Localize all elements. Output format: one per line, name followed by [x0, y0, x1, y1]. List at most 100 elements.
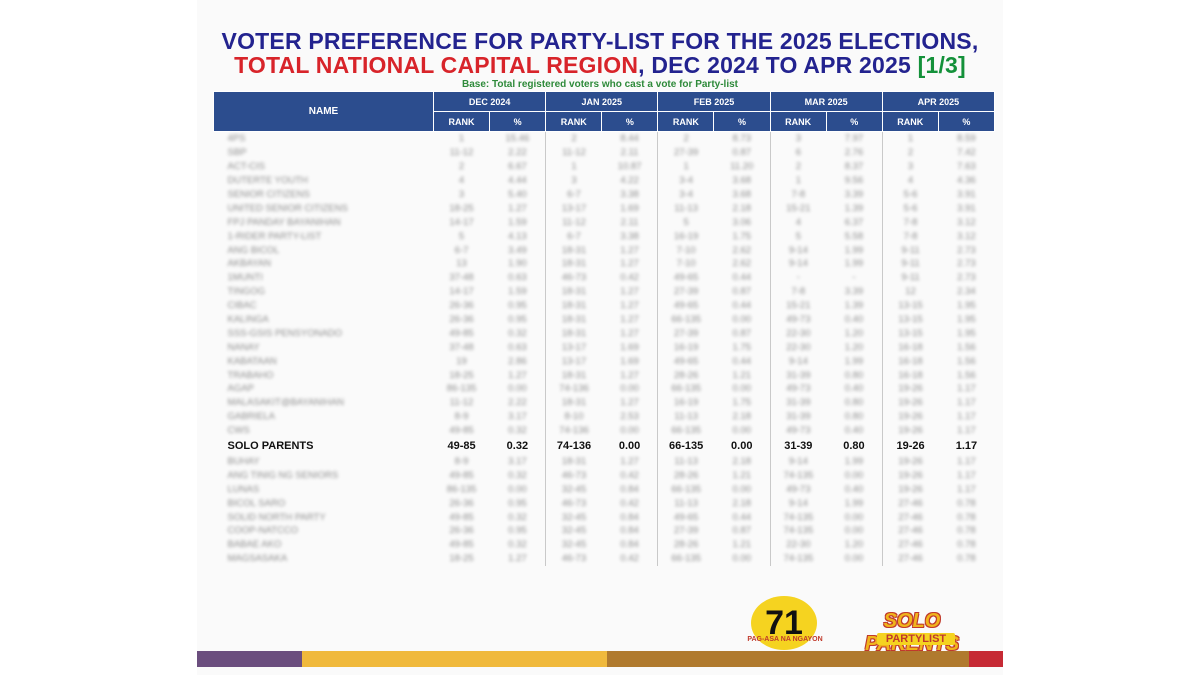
rank-cell: 49-85: [449, 469, 474, 481]
pct-cell: 0.00: [713, 382, 771, 396]
color-band-red: [969, 651, 1003, 667]
pct-cell: 2.18: [713, 201, 771, 216]
party-name-cell: UNITED SENIOR CITIZENS: [227, 202, 348, 214]
rank-cell: 46-73: [561, 272, 587, 284]
rank-cell: 27-46: [898, 497, 923, 509]
table-row: NANAY 37-48 0.63 13-17 1.69 16-19 1.75 22-30 1.2…: [214, 340, 995, 355]
rank-cell: 32-45: [561, 525, 587, 537]
pct-cell: 1.59: [489, 215, 547, 230]
base-note: Base: Total registered voters who cast a…: [461, 79, 738, 90]
party-name-cell: NANAY: [227, 341, 260, 353]
pct-cell: 4.44: [489, 173, 547, 188]
pct-cell: 1.75: [713, 340, 771, 355]
rank-cell: 49-85: [449, 539, 474, 551]
party-name-cell: DUTERTE YOUTH: [227, 175, 308, 187]
party-name-cell: COOP-NATCCO: [227, 525, 299, 537]
pct-header: %: [825, 111, 883, 132]
table-row: BUHAY 8-9 3.17 18-31 1.27 11-13 2.18 9-14 1.99 19…: [214, 454, 995, 469]
rank-cell: 9-11: [901, 272, 920, 284]
pct-cell: 1.27: [489, 551, 547, 566]
rank-cell: 49-85: [449, 327, 474, 339]
table-row: BICOL SARO 26-36 0.95 46-73 0.42 11-13 2.18 9-1…: [214, 496, 995, 511]
rank-cell: 7-8: [903, 230, 918, 242]
rank-cell: 32-45: [561, 539, 587, 551]
rank-cell: 31-39: [786, 411, 811, 423]
rank-cell: 27-46: [898, 511, 923, 523]
pct-cell: 3.91: [957, 189, 976, 200]
rank-cell: 16-18: [898, 355, 923, 367]
pct-cell: 1.21: [713, 468, 771, 483]
rank-cell: 49-73: [786, 383, 811, 395]
pct-cell: 1.27: [601, 312, 659, 327]
rank-cell: 13-15: [898, 300, 923, 312]
pct-cell: 1.95: [957, 314, 976, 326]
rank-cell: 32-45: [561, 483, 587, 495]
pct-cell: 2.18: [713, 409, 771, 424]
party-name-cell: 1MUNTI: [227, 272, 263, 284]
party-name-cell: CWS: [227, 425, 250, 437]
pct-cell: 2.73: [957, 258, 976, 270]
pct-cell: 1.27: [489, 201, 547, 216]
pct-cell: 0.80: [826, 395, 883, 410]
pct-cell: 1.27: [601, 243, 659, 258]
pct-cell: 2.62: [713, 257, 771, 271]
rank-cell: 27-46: [898, 539, 923, 551]
pct-cell: 2.22: [489, 395, 547, 410]
pct-cell: 0.00: [826, 468, 883, 483]
pct-cell: 1.99: [826, 454, 883, 469]
rank-header: RANK: [769, 111, 827, 132]
pct-cell: 1.27: [601, 257, 659, 271]
rank-cell: 13-15: [898, 327, 923, 339]
rank-cell: 7-8: [791, 189, 806, 200]
pct-cell: 0.78: [957, 553, 976, 565]
rank-cell: 5: [683, 216, 689, 228]
rank-cell: 22-30: [786, 539, 811, 551]
rank-cell: 3-4: [679, 175, 694, 187]
pct-cell: 10.87: [601, 159, 659, 174]
rank-header: RANK: [881, 111, 939, 132]
pct-cell: 3.12: [957, 216, 976, 228]
rank-cell: 27-39: [674, 525, 699, 537]
rank-cell: 18-31: [561, 327, 587, 339]
party-name-cell: ACT-CIS: [227, 161, 265, 173]
party-name-cell: 4PS: [227, 133, 246, 145]
title-line-1: VOTER PREFERENCE FOR PARTY-LIST FOR THE …: [221, 28, 979, 54]
rank-cell: 32-45: [561, 511, 587, 523]
pct-cell: 1.99: [826, 243, 883, 258]
pct-cell: 1.17: [957, 383, 976, 395]
rank-cell: 19-26: [898, 483, 923, 495]
pct-cell: 4.13: [489, 229, 547, 244]
pct-cell: 3.49: [489, 243, 547, 258]
rank-cell: 5-6: [903, 202, 918, 214]
table-body: 4PS 1 15.46 2 8.44 2 8.73 3 7.97 1 8.59 SBP 11-12 2.2…: [214, 131, 995, 566]
rank-cell: 9-11: [901, 258, 920, 270]
subheader-row: RANK % RANK % RANK % RANK % RANK %: [214, 111, 996, 132]
pct-cell: 6.67: [489, 159, 547, 174]
party-name-cell: SSS-GSIS PENSYONADO: [227, 327, 343, 339]
table-row: MAGSASAKA 18-25 1.27 46-73 0.42 66-135 0.00 74-…: [214, 551, 995, 566]
party-name-cell: TINGOG: [227, 286, 265, 298]
pct-cell: 0.42: [601, 496, 659, 511]
rank-cell: 49-65: [674, 300, 699, 312]
rank-cell: 16-18: [898, 341, 923, 353]
rank-cell: 46-73: [561, 497, 587, 509]
table-row: SSS-GSIS PENSYONADO 49-85 0.32 18-31 1.27 27-…: [214, 326, 995, 341]
pct-cell: 0.80: [826, 368, 883, 383]
rank-cell: 6-7: [567, 189, 581, 200]
rank-header: RANK: [545, 111, 603, 132]
rank-cell: 18-31: [561, 258, 587, 270]
pct-cell: 0.95: [489, 496, 547, 511]
pct-cell: 0.63: [489, 340, 547, 355]
rank-header: RANK: [657, 111, 715, 132]
color-band-brown: [607, 651, 969, 667]
pct-cell: 1.17: [957, 483, 976, 495]
pct-cell: 0.84: [601, 510, 659, 525]
logo-tagline: PAG-ASA NA NGAYON: [747, 636, 823, 643]
rank-cell: 9-14: [788, 244, 808, 256]
rank-cell: 19-26: [898, 383, 923, 395]
table-row: ANG TINIG NG SENIORS 49-85 0.32 46-73 0.42 28…: [214, 468, 995, 483]
pct-cell: 1.69: [601, 340, 659, 355]
party-name-cell: MAGSASAKA: [227, 553, 288, 565]
pct-cell: 8.37: [826, 159, 883, 174]
pct-cell: 1.75: [713, 229, 771, 244]
